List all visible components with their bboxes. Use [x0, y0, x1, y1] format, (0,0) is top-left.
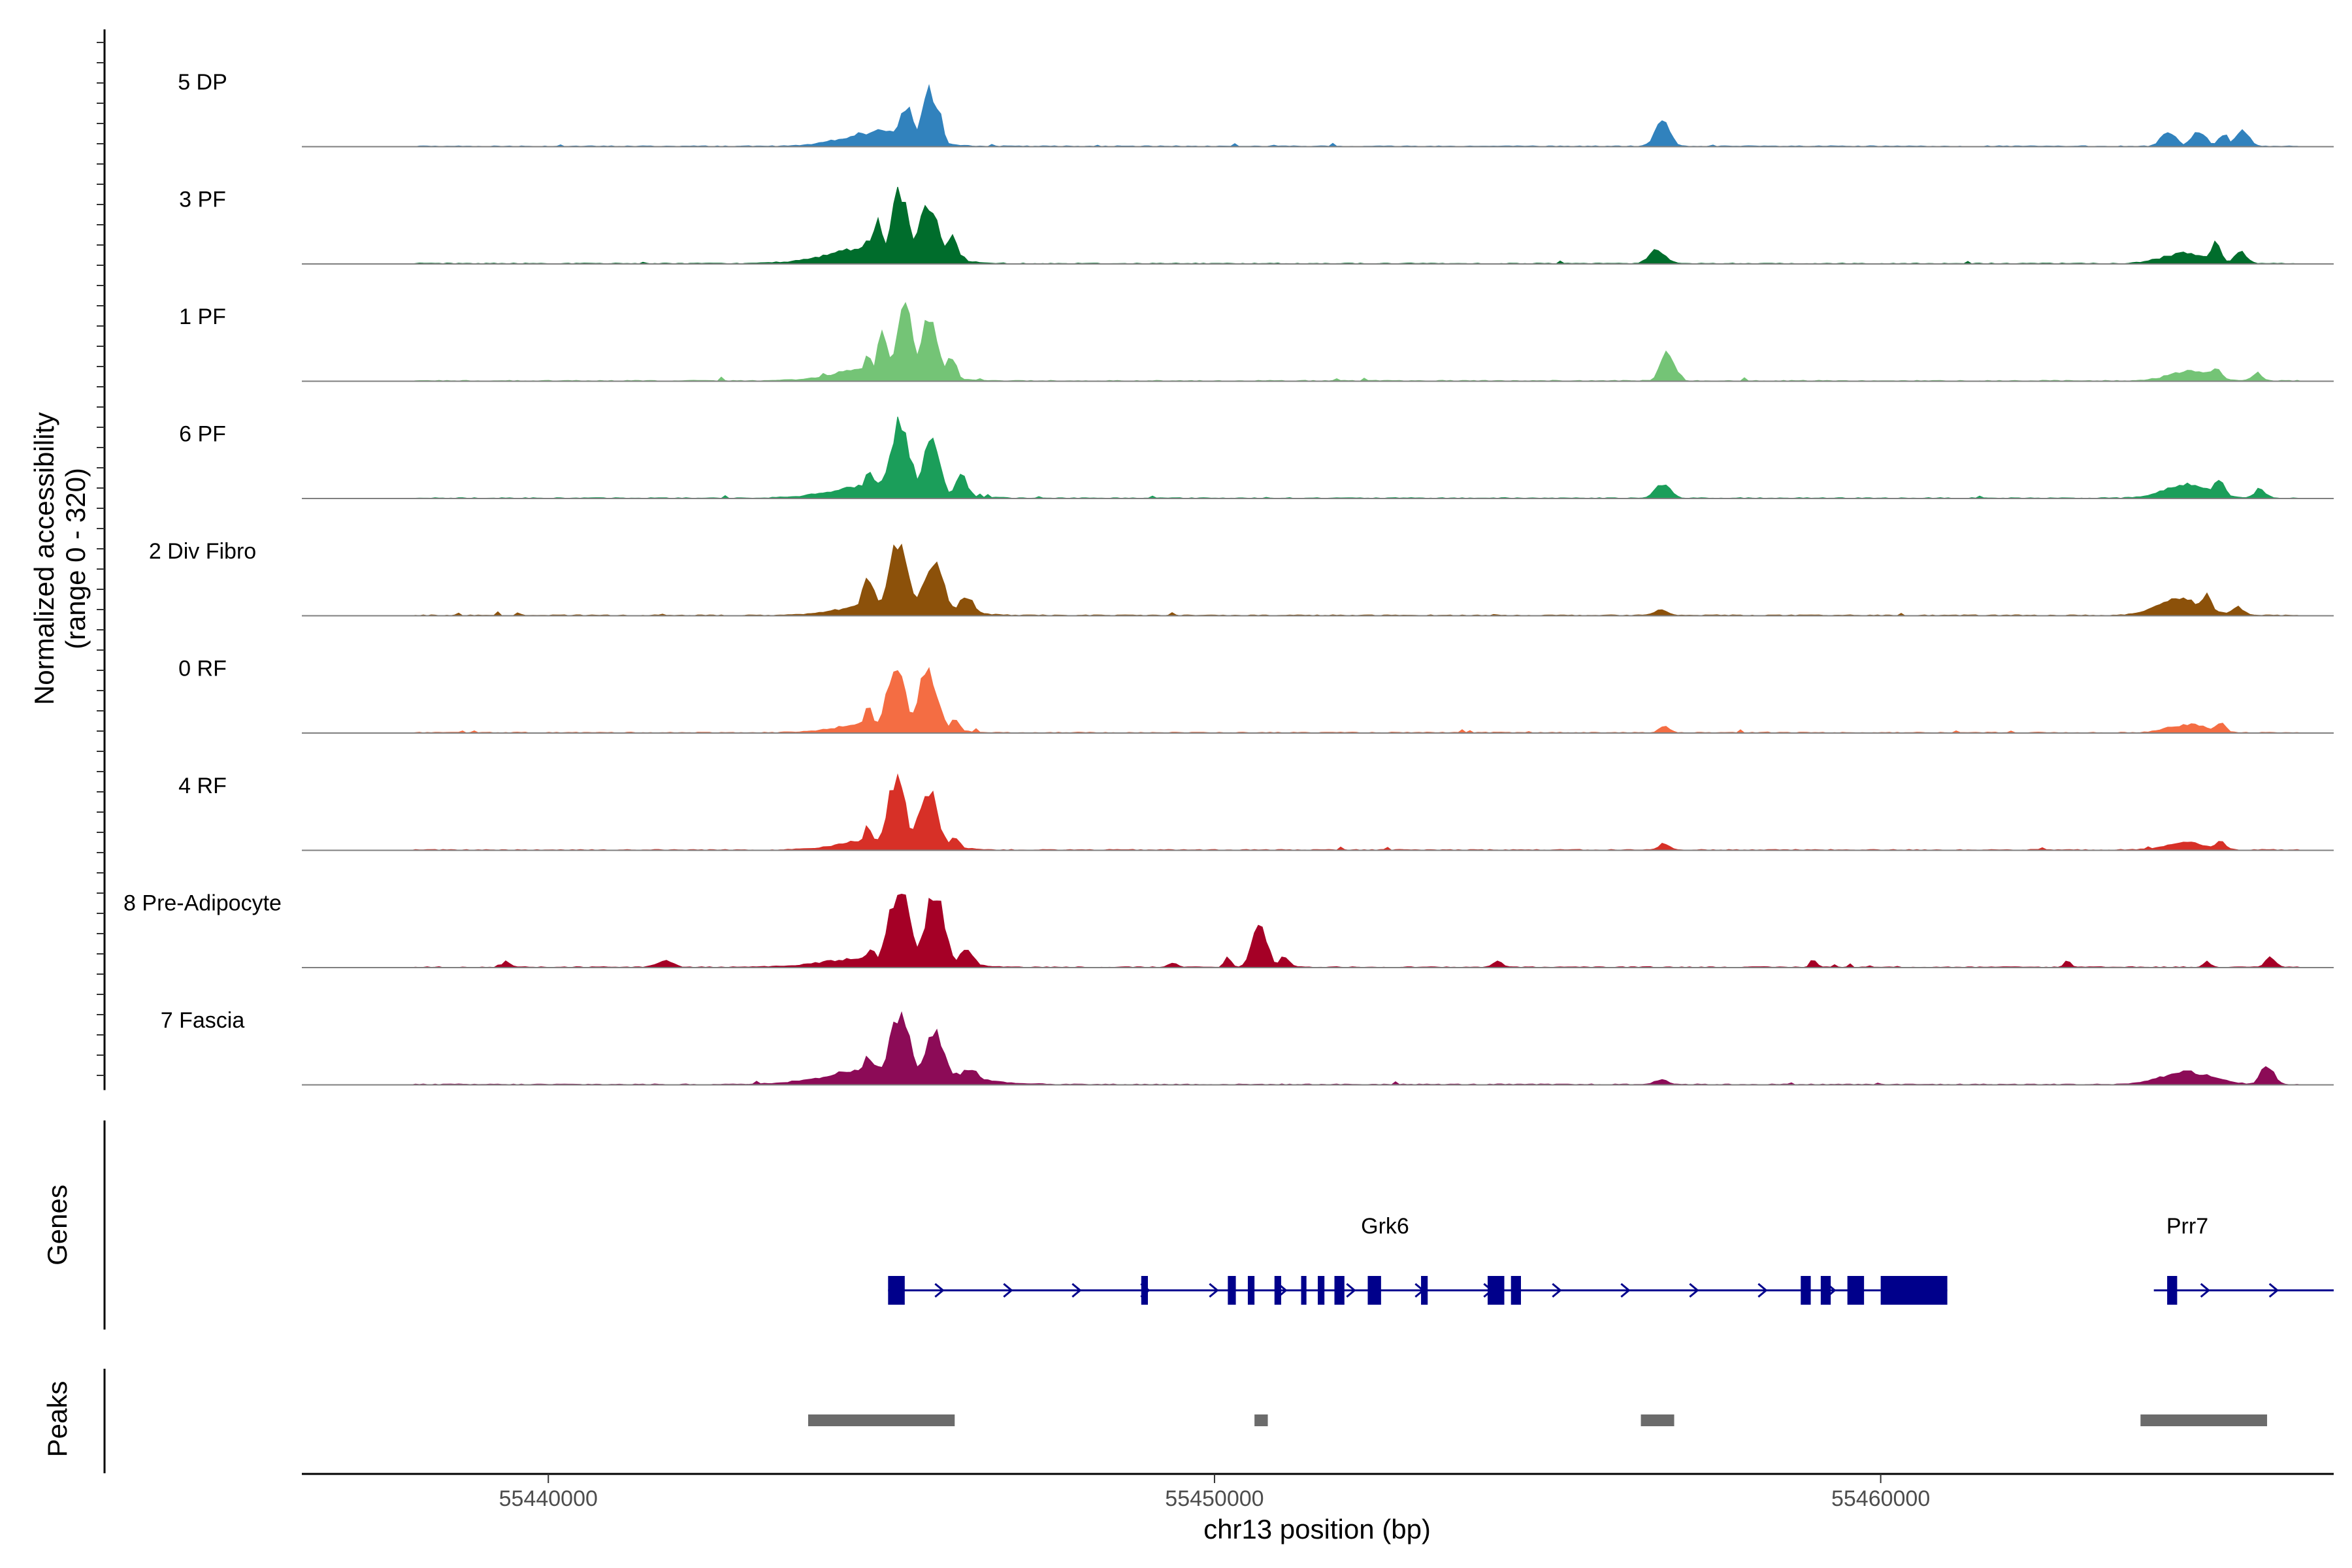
peak-region — [1254, 1414, 1268, 1426]
track-0-rf: 0 RF — [178, 657, 2334, 734]
track-4-rf: 4 RF — [178, 773, 2334, 851]
gene-exon — [1301, 1276, 1307, 1305]
accessibility-tracks: 5 DP 3 PF 1 PF 6 PF 2 Div Fibro 0 RF 4 RF 8 Pre… — [123, 70, 2334, 1086]
gene-prr7: Prr7 — [2153, 1214, 2334, 1305]
peak-region — [1641, 1414, 1674, 1426]
genes-track: Grk6 Prr7 — [103, 1120, 2334, 1330]
track-1-pf: 1 PF — [179, 302, 2334, 382]
gene-exon — [2167, 1276, 2178, 1305]
y-axis-title: Normalized accessibility — [29, 412, 59, 705]
track-label: 5 DP — [178, 70, 227, 95]
x-tick-label: 55440000 — [499, 1486, 598, 1511]
x-tick-label: 55450000 — [1165, 1486, 1264, 1511]
gene-exon — [1367, 1276, 1381, 1305]
gene-exon — [1511, 1276, 1521, 1305]
peak-region — [2140, 1414, 2268, 1426]
gene-exon — [1801, 1276, 1811, 1305]
gene-label: Prr7 — [2166, 1214, 2208, 1239]
y-axis-range: (range 0 - 320) — [60, 468, 91, 649]
track-label: 7 Fascia — [161, 1008, 245, 1033]
strand-arrow — [1071, 1282, 1082, 1298]
x-axis-title: chr13 position (bp) — [1203, 1514, 1431, 1544]
gene-exon — [1488, 1276, 1505, 1305]
strand-arrow — [1346, 1282, 1356, 1298]
track-label: 3 PF — [179, 188, 226, 212]
strand-arrow — [1689, 1282, 1699, 1298]
track-label: 0 RF — [178, 657, 227, 681]
genes-track-title: Genes — [42, 1184, 73, 1266]
track-2-div-fibro: 2 Div Fibro — [149, 539, 2334, 617]
track-5-dp: 5 DP — [178, 70, 2334, 148]
x-tick-label: 55460000 — [1831, 1486, 1930, 1511]
gene-exon — [1334, 1276, 1345, 1305]
gene-exon — [1880, 1276, 1948, 1305]
gene-exon — [1247, 1276, 1255, 1305]
x-axis: 55440000 55450000 55460000 — [302, 1473, 2334, 1511]
strand-arrow — [1620, 1282, 1631, 1298]
peak-region — [808, 1414, 955, 1426]
gene-exon — [1228, 1276, 1236, 1305]
gene-exon — [1847, 1276, 1865, 1305]
strand-arrow — [2200, 1282, 2211, 1298]
strand-arrow — [1757, 1282, 1768, 1298]
gene-label: Grk6 — [1361, 1214, 1409, 1239]
peaks-track-title: Peaks — [42, 1381, 73, 1458]
gene-exon — [1820, 1276, 1831, 1305]
track-label: 8 Pre-Adipocyte — [123, 891, 282, 916]
track-label: 2 Div Fibro — [149, 539, 256, 564]
track-label: 4 RF — [178, 774, 227, 798]
gene-exon — [1274, 1276, 1281, 1305]
gene-grk6: Grk6 — [888, 1214, 1948, 1305]
track-8-pre-adipocyte: 8 Pre-Adipocyte — [123, 891, 2334, 968]
panel-axes — [97, 29, 106, 1090]
track-7-fascia: 7 Fascia — [161, 1008, 2334, 1086]
track-label: 1 PF — [179, 304, 226, 329]
track-label: 6 PF — [179, 422, 226, 447]
gene-exon — [888, 1276, 905, 1305]
strand-arrow — [1209, 1282, 1219, 1298]
strand-arrow — [2268, 1282, 2279, 1298]
peaks-track — [103, 1369, 2268, 1473]
strand-arrow — [1003, 1282, 1013, 1298]
strand-arrow — [1552, 1282, 1562, 1298]
strand-arrow — [934, 1282, 945, 1298]
track-6-pf: 6 PF — [179, 416, 2334, 499]
gene-exon — [1421, 1276, 1428, 1305]
gene-exon — [1318, 1276, 1325, 1305]
gene-exon — [1141, 1276, 1148, 1305]
track-3-pf: 3 PF — [179, 187, 2334, 265]
